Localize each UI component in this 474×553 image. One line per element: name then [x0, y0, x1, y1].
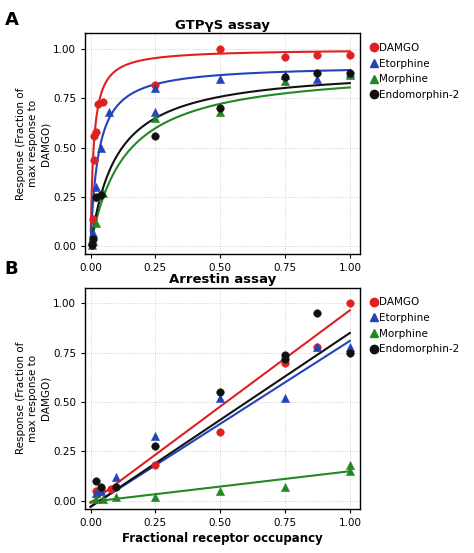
- Point: [152, 108, 159, 117]
- Point: [92, 494, 100, 503]
- Text: B: B: [5, 260, 18, 278]
- Point: [92, 183, 100, 192]
- Point: [92, 218, 100, 227]
- Point: [88, 236, 96, 245]
- Point: [152, 431, 159, 440]
- Point: [346, 68, 354, 77]
- Point: [346, 348, 354, 357]
- Point: [281, 358, 289, 367]
- Title: GTPγS assay: GTPγS assay: [175, 19, 270, 32]
- Point: [217, 487, 224, 495]
- Point: [100, 98, 107, 107]
- Point: [152, 114, 159, 123]
- Point: [217, 74, 224, 83]
- Point: [152, 461, 159, 469]
- Point: [346, 70, 354, 79]
- Point: [92, 192, 100, 201]
- Point: [92, 128, 100, 137]
- Point: [97, 483, 105, 492]
- Point: [346, 461, 354, 469]
- Point: [281, 483, 289, 492]
- Legend: DAMGO, Etorphine, Morphine, Endomorphin-2: DAMGO, Etorphine, Morphine, Endomorphin-…: [371, 297, 459, 354]
- Point: [89, 236, 97, 245]
- Point: [314, 342, 321, 351]
- Point: [281, 53, 289, 61]
- Point: [281, 394, 289, 403]
- Point: [92, 477, 100, 486]
- Point: [152, 493, 159, 502]
- Point: [100, 494, 107, 503]
- Point: [152, 132, 159, 140]
- Point: [346, 50, 354, 59]
- Point: [281, 76, 289, 85]
- Point: [108, 484, 115, 493]
- Point: [217, 388, 224, 397]
- Point: [152, 80, 159, 89]
- Point: [346, 342, 354, 351]
- Point: [88, 238, 96, 247]
- Point: [281, 72, 289, 81]
- Point: [97, 484, 105, 493]
- Point: [92, 487, 100, 495]
- Point: [97, 191, 105, 200]
- Point: [314, 68, 321, 77]
- Point: [346, 68, 354, 77]
- Point: [113, 483, 120, 492]
- Point: [314, 50, 321, 59]
- Point: [314, 342, 321, 351]
- Point: [113, 493, 120, 502]
- Point: [281, 350, 289, 359]
- Point: [281, 70, 289, 79]
- Point: [92, 488, 100, 497]
- Point: [346, 467, 354, 476]
- Point: [100, 189, 107, 197]
- Point: [89, 228, 97, 237]
- Text: A: A: [5, 11, 18, 29]
- Point: [88, 240, 96, 249]
- Point: [217, 45, 224, 54]
- Point: [217, 394, 224, 403]
- Point: [94, 100, 102, 109]
- Point: [281, 354, 289, 363]
- Point: [113, 473, 120, 482]
- Point: [88, 240, 96, 249]
- Point: [217, 427, 224, 436]
- X-axis label: Fractional receptor occupancy: Fractional receptor occupancy: [122, 532, 323, 545]
- Point: [314, 74, 321, 83]
- Point: [90, 155, 98, 164]
- Y-axis label: Response (Fraction of
max response to
DAMGO): Response (Fraction of max response to DA…: [16, 87, 50, 200]
- Point: [346, 299, 354, 308]
- Y-axis label: Response (Fraction of
max response to
DAMGO): Response (Fraction of max response to DA…: [16, 342, 50, 455]
- Point: [314, 309, 321, 317]
- Point: [152, 84, 159, 93]
- Point: [89, 215, 96, 223]
- Point: [105, 108, 112, 117]
- Point: [152, 441, 159, 450]
- Point: [97, 143, 105, 152]
- Point: [217, 108, 224, 117]
- Point: [94, 192, 102, 201]
- Title: Arrestin assay: Arrestin assay: [169, 273, 276, 286]
- Point: [89, 234, 97, 243]
- Point: [97, 487, 105, 495]
- Legend: DAMGO, Etorphine, Morphine, Endomorphin-2: DAMGO, Etorphine, Morphine, Endomorphin-…: [371, 43, 459, 100]
- Point: [217, 104, 224, 113]
- Point: [91, 132, 98, 140]
